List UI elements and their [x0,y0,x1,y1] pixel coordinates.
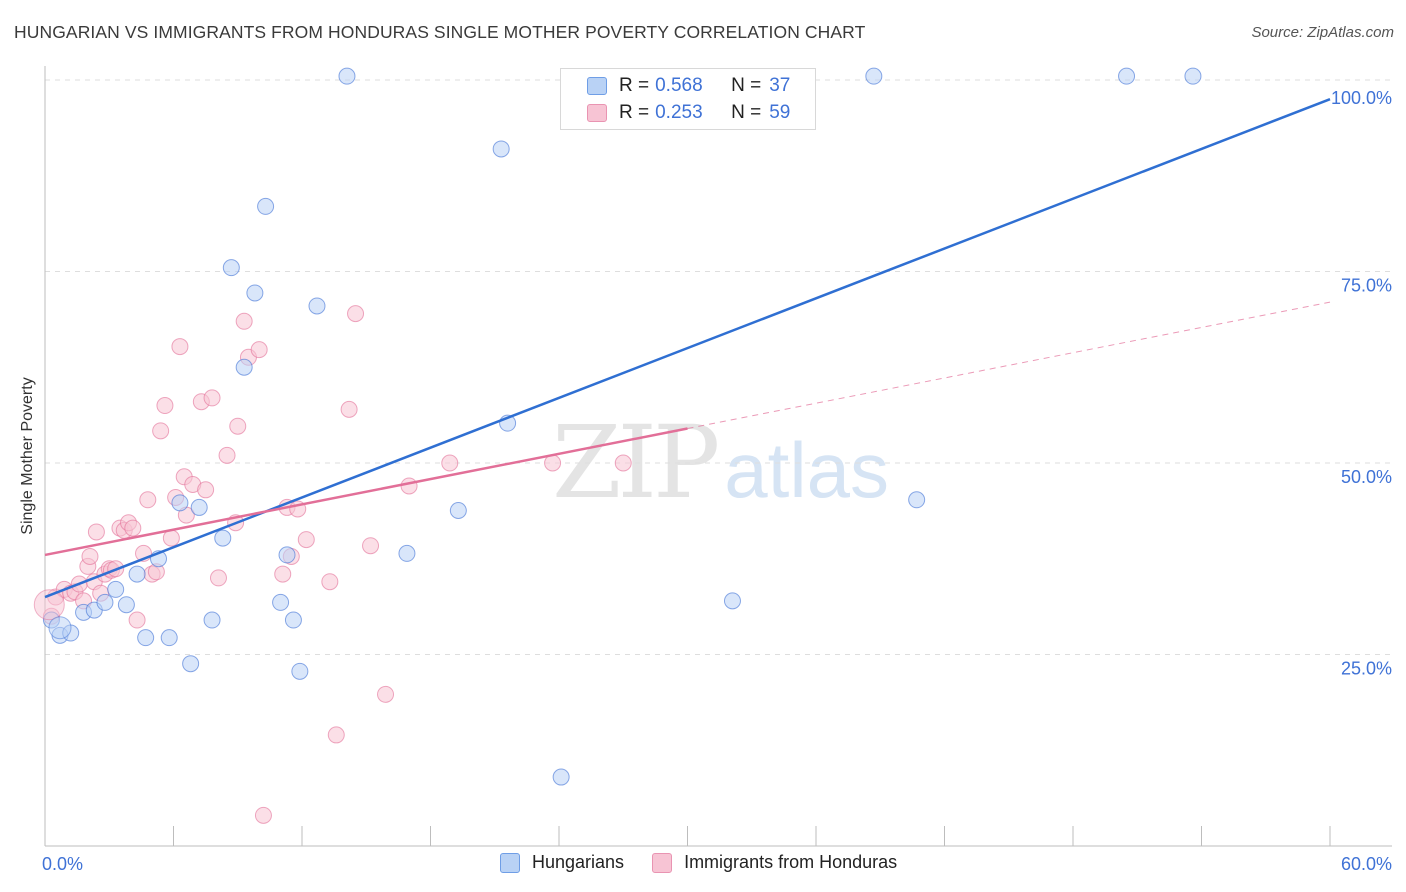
honduras-point [124,519,142,537]
honduras-point [209,569,227,587]
hungarians-point [278,546,296,564]
honduras-cluster-point [33,589,65,621]
hungarians-point [1184,67,1202,85]
honduras-point [152,422,170,440]
honduras-point [81,547,99,565]
series-legend-honduras: Immigrants from Honduras [652,852,897,873]
hungarians-point [214,529,232,547]
hungarians-point [190,498,208,516]
honduras-point [218,446,236,464]
hungarians-trendline [44,97,1331,599]
honduras-point [254,806,272,824]
hungarians-point [908,491,926,509]
correlation-legend: R = 0.568 N = 37 R = 0.253 N = 59 [560,68,816,130]
honduras-point [87,523,105,541]
hungarians-point [257,197,275,215]
honduras-point [162,529,180,547]
hungarians-point [291,662,309,680]
honduras-point [340,400,358,418]
honduras-point [441,454,459,472]
legend-swatch-hungarians [587,77,607,95]
legend-n-label: N = [731,102,762,123]
hungarians-cluster-point [48,616,72,640]
honduras-point [203,389,221,407]
honduras-point [297,531,315,549]
honduras-point [362,537,380,555]
honduras-point [128,611,146,629]
hungarians-point [449,501,467,519]
honduras-point [197,481,215,499]
y-tick-label: 50.0% [1341,467,1392,487]
hungarians-point [203,611,221,629]
legend-r-label: R = [619,102,650,123]
legend-r-label: R = [619,75,650,96]
watermark: ZIP atlas [552,404,889,521]
hungarians-point [492,140,510,158]
honduras-point [139,491,157,509]
honduras-point [229,417,247,435]
honduras-trendline-extension [687,301,1331,430]
y-tick-label: 100.0% [1331,88,1392,108]
honduras-point [321,573,339,591]
legend-r-value: 0.253 [655,102,703,123]
hungarians-point [182,655,200,673]
hungarians-point [128,565,146,583]
legend-row-hungarians: R = 0.568 N = 37 [561,73,790,99]
hungarians-point [246,284,264,302]
legend-n-value: 59 [769,102,791,123]
series-swatch-honduras [652,852,673,873]
honduras-point [400,477,418,495]
honduras-point [171,338,189,356]
hungarians-point [160,629,178,647]
hungarians-point [284,611,302,629]
watermark-atlas: atlas [724,426,890,514]
honduras-point [327,726,345,744]
series-label-honduras: Immigrants from Honduras [684,852,898,872]
hungarians-point [865,67,883,85]
source-label: Source: ZipAtlas.com [1251,24,1394,41]
honduras-point [614,454,632,472]
hungarians-point [171,494,189,512]
hungarians-point [1118,67,1136,85]
honduras-point [156,397,174,415]
hungarians-point [96,593,114,611]
honduras-trendline [44,427,688,557]
hungarians-point [723,592,741,610]
honduras-point [274,565,292,583]
legend-n-value: 37 [769,75,791,96]
legend-r-value: 0.568 [655,75,703,96]
hungarians-point [552,768,570,786]
series-swatch-hungarians [500,852,520,873]
hungarians-point [222,259,240,277]
legend-row-honduras: R = 0.253 N = 59 [561,100,790,126]
y-tick-label: 25.0% [1341,659,1392,679]
hungarians-point [338,67,356,85]
series-legend-hungarians: Hungarians [500,852,624,873]
honduras-point [377,685,395,703]
hungarians-point [272,593,290,611]
legend-n-label: N = [731,75,762,96]
x-tick-label: 60.0% [1341,854,1392,874]
honduras-point [250,341,268,359]
legend-swatch-honduras [587,104,607,122]
x-tick-label: 0.0% [42,854,83,874]
hungarians-point [308,297,326,315]
honduras-point [235,312,253,330]
hungarians-point [107,580,125,598]
chart-title: HUNGARIAN VS IMMIGRANTS FROM HONDURAS SI… [14,22,866,42]
honduras-point [347,305,365,323]
hungarians-point [398,544,416,562]
hungarians-point [235,358,253,376]
hungarians-point [117,596,135,614]
y-tick-label: 75.0% [1341,276,1392,296]
series-label-hungarians: Hungarians [532,852,625,872]
hungarians-point [137,629,155,647]
series-legend: Hungarians Immigrants from Honduras [500,852,925,873]
